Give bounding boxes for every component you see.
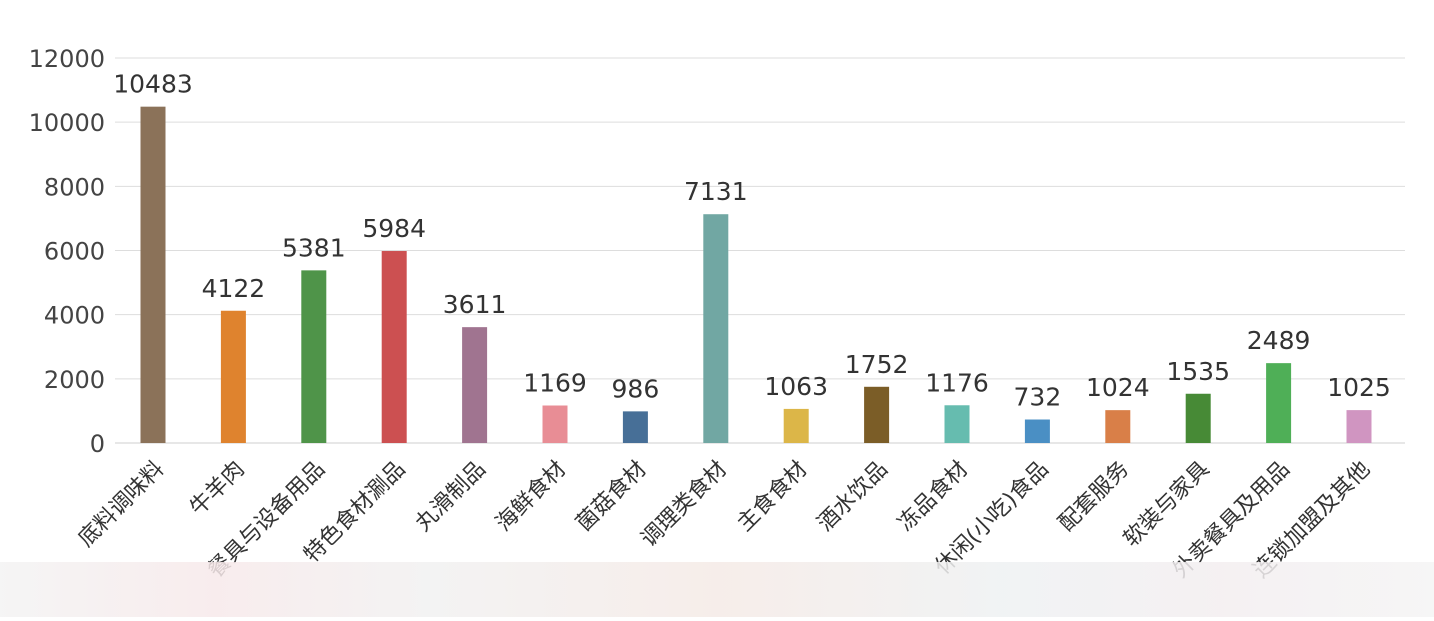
bar-value-label: 732	[1014, 383, 1062, 412]
bar	[220, 310, 246, 443]
bar	[301, 270, 327, 443]
y-tick-label: 8000	[44, 173, 105, 201]
bar	[140, 106, 166, 444]
background-photo-strip	[0, 562, 1434, 617]
bar-value-label: 7131	[684, 177, 748, 206]
bar-value-label: 2489	[1247, 326, 1311, 355]
bar	[542, 405, 568, 443]
bar-value-label: 5984	[362, 214, 426, 243]
bar	[1266, 363, 1292, 443]
x-tick-label: 配套服务	[1054, 457, 1134, 537]
bar	[462, 327, 488, 443]
x-tick-label: 丸滑制品	[411, 457, 491, 537]
bar	[783, 408, 809, 443]
bar	[1346, 410, 1372, 443]
bar	[1185, 393, 1211, 443]
y-tick-label: 2000	[44, 366, 105, 394]
bar	[864, 386, 890, 443]
x-tick-label: 菌菇食材	[572, 457, 652, 537]
x-tick-label: 牛羊肉	[185, 457, 249, 521]
bar	[1105, 410, 1131, 443]
bar-value-label: 1063	[764, 372, 828, 401]
bar-value-label: 3611	[443, 290, 507, 319]
bar-value-label: 1025	[1327, 373, 1391, 402]
bar-value-label: 1176	[925, 368, 989, 397]
bar	[1024, 419, 1050, 443]
bar	[622, 411, 648, 443]
y-tick-label: 0	[90, 430, 105, 458]
x-tick-label: 酒水饮品	[813, 457, 893, 537]
bar-value-label: 5381	[282, 233, 346, 262]
bar-value-label: 986	[612, 374, 660, 403]
bar-value-label: 1752	[845, 350, 909, 379]
x-tick-label: 主食食材	[733, 457, 813, 537]
y-tick-label: 6000	[44, 238, 105, 266]
y-tick-label: 10000	[29, 109, 105, 137]
y-tick-label: 12000	[29, 45, 105, 73]
bar	[944, 405, 970, 443]
x-tick-label: 底料调味料	[74, 457, 169, 552]
bar-value-label: 4122	[202, 274, 266, 303]
x-tick-label: 调理类食材	[637, 457, 732, 552]
x-tick-label: 冻品食材	[893, 457, 973, 537]
x-tick-label: 海鲜食材	[491, 457, 571, 537]
bar-value-label: 1024	[1086, 373, 1150, 402]
bar	[381, 251, 407, 443]
bar-value-label: 10483	[113, 70, 193, 99]
bar	[703, 214, 729, 443]
bar-value-label: 1535	[1166, 357, 1230, 386]
bar-value-label: 1169	[523, 368, 587, 397]
y-tick-label: 4000	[44, 302, 105, 330]
